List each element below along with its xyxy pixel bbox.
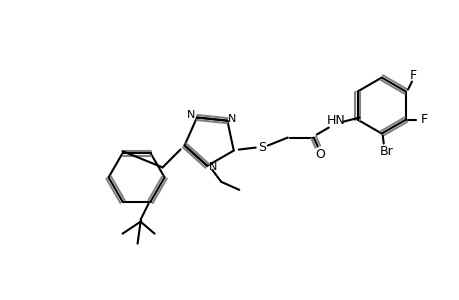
Text: Br: Br bbox=[379, 145, 393, 158]
Text: N: N bbox=[186, 110, 195, 121]
Text: N: N bbox=[209, 162, 217, 172]
Text: S: S bbox=[257, 141, 265, 154]
Text: F: F bbox=[420, 113, 426, 126]
Text: N: N bbox=[228, 114, 236, 124]
Text: HN: HN bbox=[326, 114, 344, 127]
Text: F: F bbox=[409, 69, 416, 82]
Text: O: O bbox=[314, 148, 324, 161]
